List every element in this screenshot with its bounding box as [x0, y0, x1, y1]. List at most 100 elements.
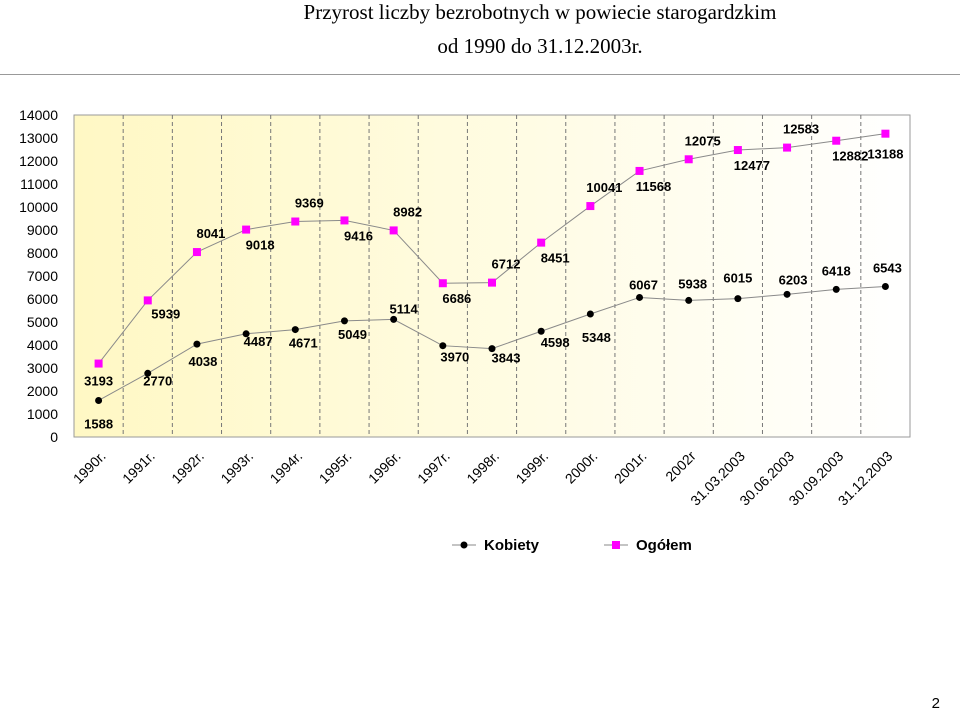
data-point-ogolem: [340, 216, 349, 225]
data-label-ogolem: 10041: [586, 180, 622, 195]
x-axis: 1990r. 1991r. 1992r. 1993r. 1994r. 1995r. 1996…: [70, 448, 896, 509]
data-label-ogolem: 9416: [344, 228, 373, 243]
chart-title-line-1: Przyrost liczby bezrobotnych w powiecie …: [303, 0, 777, 24]
y-tick-label: 14000: [19, 107, 58, 123]
y-tick-label: 0: [50, 429, 58, 445]
data-label-ogolem: 6712: [492, 257, 521, 272]
data-labels: 3193 5939 8041 9018 9369 9416 8982 6686 6712 8451…: [84, 122, 903, 432]
data-label-ogolem: 6686: [442, 291, 471, 306]
data-label-kobiety: 2770: [143, 373, 172, 388]
x-tick-label: 1992r.: [168, 448, 207, 487]
legend-item-kobiety: Kobiety: [452, 534, 539, 556]
data-point-ogolem: [242, 225, 251, 234]
data-point-kobiety: [242, 330, 250, 338]
x-tick-label: 1996r.: [365, 448, 404, 487]
data-label-ogolem: 9018: [246, 238, 275, 253]
data-label-ogolem: 11568: [636, 179, 671, 194]
data-point-kobiety: [144, 369, 152, 377]
data-label-kobiety: 4671: [289, 336, 318, 351]
data-point-ogolem: [291, 217, 300, 226]
x-tick-label: 1999r.: [512, 448, 551, 487]
data-label-kobiety: 1588: [84, 416, 113, 431]
data-point-ogolem: [881, 129, 890, 138]
data-label-kobiety: 4598: [541, 335, 570, 350]
data-label-kobiety: 6067: [629, 277, 658, 292]
legend-kobiety-marker: [452, 541, 476, 549]
x-tick-label: 1998r.: [463, 448, 502, 487]
data-label-ogolem: 12583: [783, 122, 819, 137]
line-chart: 0 1000 2000 3000 4000 5000 6000 7000 8000 9000 100…: [19, 107, 911, 509]
x-tick-label: 1993r.: [217, 448, 256, 487]
data-point-ogolem: [783, 143, 792, 152]
gridlines: [122, 115, 862, 437]
data-label-ogolem: 13188: [867, 147, 903, 162]
data-point-kobiety: [390, 315, 398, 323]
data-label-kobiety: 5114: [390, 301, 419, 316]
data-point-ogolem: [635, 166, 644, 175]
data-point-ogolem: [389, 226, 398, 235]
y-tick-label: 5000: [27, 314, 58, 330]
y-axis: 0 1000 2000 3000 4000 5000 6000 7000 8000 9000 100…: [19, 107, 58, 445]
data-point-ogolem: [488, 278, 496, 287]
legend-item-ogolem: Ogółem: [604, 534, 692, 556]
y-tick-label: 10000: [19, 199, 58, 215]
data-point-kobiety: [340, 317, 348, 325]
x-tick-label: 1997r.: [414, 448, 453, 487]
y-tick-label: 1000: [27, 406, 58, 422]
data-point-kobiety: [95, 396, 103, 404]
data-label-kobiety: 3970: [440, 350, 469, 365]
data-point-kobiety: [193, 340, 201, 348]
data-point-kobiety: [439, 342, 447, 350]
data-point-ogolem: [733, 146, 742, 155]
data-point-kobiety: [881, 283, 889, 291]
y-tick-label: 2000: [27, 383, 58, 399]
data-point-ogolem: [94, 359, 103, 368]
data-point-ogolem: [684, 155, 693, 164]
data-label-kobiety: 6418: [822, 263, 851, 278]
data-label-ogolem: 9369: [295, 196, 324, 211]
data-point-ogolem: [438, 279, 447, 288]
data-label-ogolem: 12477: [734, 158, 770, 173]
data-point-kobiety: [586, 310, 594, 318]
y-tick-label: 13000: [19, 130, 58, 146]
data-label-kobiety: 6015: [723, 271, 752, 286]
data-point-ogolem: [537, 238, 546, 247]
y-tick-label: 6000: [27, 291, 58, 307]
data-label-kobiety: 5348: [582, 330, 611, 345]
plot-area: [73, 114, 911, 438]
data-label-ogolem: 3193: [84, 374, 113, 389]
legend-ogolem-marker: [604, 541, 628, 549]
data-point-kobiety: [832, 285, 840, 293]
x-tick-label: 1995r.: [316, 448, 355, 487]
y-tick-label: 4000: [27, 337, 58, 353]
x-tick-label: 2001r.: [611, 448, 650, 487]
page-number: 2: [931, 695, 940, 712]
data-label-kobiety: 6543: [873, 261, 902, 276]
data-label-kobiety: 4487: [244, 334, 273, 349]
data-point-kobiety: [734, 295, 742, 303]
y-tick-label: 12000: [19, 153, 58, 169]
data-label-kobiety: 5938: [678, 276, 707, 291]
title-divider: [0, 74, 960, 75]
legend-label-kobiety: Kobiety: [484, 536, 540, 554]
x-tick-label: 1990r.: [70, 448, 109, 487]
legend-label-ogolem: Ogółem: [636, 536, 692, 554]
data-label-ogolem: 12075: [685, 133, 721, 148]
data-point-kobiety: [636, 293, 644, 301]
data-point-ogolem: [832, 136, 841, 145]
x-tick-label: 1991r.: [119, 448, 158, 487]
y-tick-label: 11000: [20, 176, 58, 192]
x-tick-label: 1994r.: [267, 448, 306, 487]
data-point-kobiety: [685, 296, 693, 304]
y-tick-label: 8000: [27, 245, 58, 261]
data-label-ogolem: 12882: [832, 149, 868, 164]
data-label-kobiety: 5049: [338, 327, 367, 342]
series-markers: [94, 129, 890, 404]
data-point-kobiety: [291, 326, 299, 334]
data-label-kobiety: 3843: [492, 351, 521, 366]
chart-title-line-2: od 1990 do 31.12.2003r.: [437, 34, 643, 58]
y-tick-label: 9000: [27, 222, 58, 238]
y-tick-label: 7000: [27, 268, 58, 284]
data-point-ogolem: [192, 248, 201, 257]
data-point-kobiety: [537, 327, 545, 335]
